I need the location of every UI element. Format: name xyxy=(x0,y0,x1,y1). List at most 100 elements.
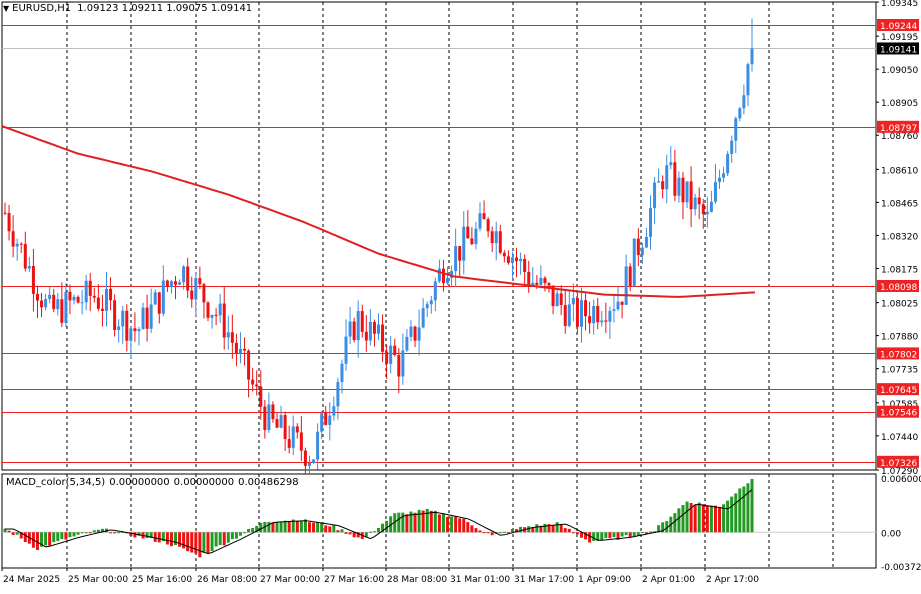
macd-bar-100 xyxy=(409,511,413,533)
macd-bar-38 xyxy=(157,532,161,543)
macd-bar-107 xyxy=(437,514,441,533)
macd-bar-49 xyxy=(202,532,206,553)
candle-body-105 xyxy=(429,300,433,305)
candle-body-110 xyxy=(450,271,454,278)
macd-bar-32 xyxy=(133,532,137,538)
macd-bar-91 xyxy=(372,531,376,533)
level-tag-bg-1 xyxy=(877,42,919,55)
level-tag-text-1: 1.09141 xyxy=(880,45,917,55)
macd-bar-161 xyxy=(657,525,661,533)
candle-body-20 xyxy=(84,280,88,303)
candle-body-127 xyxy=(519,258,523,262)
candle-body-47 xyxy=(194,278,198,300)
macd-bar-59 xyxy=(243,532,247,534)
macd-bar-79 xyxy=(324,525,328,533)
macd-bar-145 xyxy=(592,532,596,541)
macd-bar-67 xyxy=(275,522,279,533)
level-tag-4: 1.07802 xyxy=(877,347,919,360)
candle-body-74 xyxy=(303,450,307,466)
candle-body-121 xyxy=(494,231,498,244)
candle-body-73 xyxy=(299,432,303,451)
candle-body-157 xyxy=(640,247,644,256)
macd-bar-73 xyxy=(299,521,303,533)
level-tag-6: 1.07546 xyxy=(877,405,919,419)
price-axis-label-8: 1.08175 xyxy=(881,265,918,275)
candle-body-54 xyxy=(222,303,226,338)
candle-body-58 xyxy=(238,348,242,354)
dropdown-triangle-icon[interactable]: ▼ xyxy=(3,4,10,13)
candle-body-27 xyxy=(113,300,117,331)
candle-body-56 xyxy=(230,332,234,343)
macd-bar-5 xyxy=(23,532,27,543)
macd-bar-28 xyxy=(117,532,121,534)
macd-bar-125 xyxy=(510,528,514,533)
time-axis-label-0: 24 Mar 2025 xyxy=(3,575,60,585)
candle-body-181 xyxy=(738,108,742,119)
macd-bar-55 xyxy=(226,532,230,543)
macd-bar-172 xyxy=(701,504,705,533)
candle-body-51 xyxy=(210,314,214,318)
candle-body-31 xyxy=(129,328,133,341)
price-axis-label-12: 1.07585 xyxy=(881,400,918,410)
macd-bar-173 xyxy=(705,505,709,533)
macd-pane-frame xyxy=(1,473,877,569)
low-value: 1.09075 xyxy=(166,3,208,14)
candle-body-48 xyxy=(198,278,202,285)
macd-bar-83 xyxy=(340,529,344,533)
level-tag-bg-3 xyxy=(877,279,919,292)
macd-bar-35 xyxy=(145,532,149,539)
candle-body-0 xyxy=(3,212,7,214)
macd-bar-62 xyxy=(255,525,259,533)
macd-bar-154 xyxy=(628,532,632,538)
macd-bar-118 xyxy=(482,532,486,534)
candle-body-60 xyxy=(247,350,251,380)
candle-body-26 xyxy=(109,288,113,301)
macd-bar-43 xyxy=(178,532,182,547)
candle-body-116 xyxy=(474,228,478,245)
candle-body-109 xyxy=(446,277,450,284)
price-axis-label-5: 1.08610 xyxy=(881,166,918,176)
candle-body-141 xyxy=(575,298,579,327)
macd-bar-29 xyxy=(121,531,125,533)
macd-bar-27 xyxy=(113,532,117,534)
macd-bar-135 xyxy=(551,525,555,533)
candle-body-89 xyxy=(364,331,368,341)
level-tag-2: 1.08797 xyxy=(877,120,919,134)
candle-body-119 xyxy=(486,219,490,232)
candle-body-22 xyxy=(92,295,96,298)
macd-bar-105 xyxy=(429,510,433,533)
price-axis-label-1: 1.09195 xyxy=(881,33,918,43)
macd-bar-108 xyxy=(441,513,445,533)
candle-body-14 xyxy=(60,299,64,323)
candle-body-40 xyxy=(165,280,169,287)
candle-body-24 xyxy=(100,308,104,311)
candle-body-162 xyxy=(661,181,665,190)
candle-body-151 xyxy=(616,301,620,310)
candle-body-88 xyxy=(360,311,364,332)
macd-bar-63 xyxy=(259,522,263,533)
candle-body-39 xyxy=(161,280,165,314)
macd-bar-184 xyxy=(750,479,754,533)
macd-bar-131 xyxy=(535,524,539,533)
macd-bar-72 xyxy=(295,521,299,533)
macd-bar-39 xyxy=(161,532,165,542)
candle-body-34 xyxy=(141,307,145,330)
macd-bar-160 xyxy=(653,531,657,533)
macd-signal-line xyxy=(5,489,753,555)
candle-body-75 xyxy=(307,463,311,466)
macd-bar-162 xyxy=(661,522,665,533)
candle-body-183 xyxy=(746,64,750,96)
candle-body-62 xyxy=(255,384,259,387)
macd-bar-129 xyxy=(527,526,531,533)
candle-body-129 xyxy=(527,271,531,286)
macd-bar-95 xyxy=(389,516,393,533)
macd-bar-16 xyxy=(68,532,72,538)
candle-body-114 xyxy=(466,226,470,239)
candle-body-91 xyxy=(372,321,376,334)
macd-bar-148 xyxy=(604,532,608,538)
candle-body-117 xyxy=(478,213,482,229)
candle-body-49 xyxy=(202,284,206,303)
macd-bar-117 xyxy=(478,530,482,533)
